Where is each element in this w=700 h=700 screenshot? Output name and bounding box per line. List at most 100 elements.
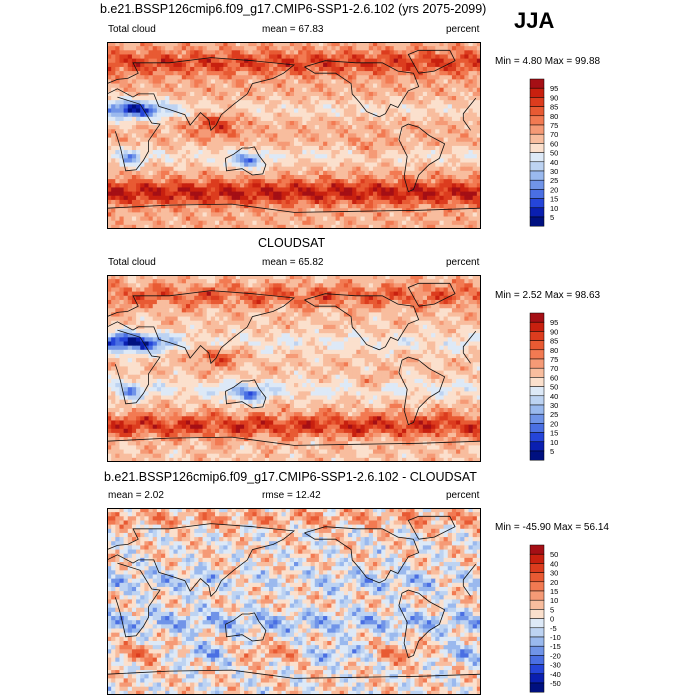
map-cell (198, 170, 203, 176)
map-cell (289, 150, 295, 155)
map-cell (269, 204, 274, 209)
map-cell (252, 216, 257, 222)
map-cell (360, 204, 366, 209)
map-cell (435, 283, 440, 288)
map-cell (343, 104, 349, 109)
map-cell (119, 275, 125, 280)
map-cell (294, 283, 299, 288)
map-cell (239, 62, 245, 68)
map-cell (431, 96, 436, 101)
map-cell (123, 108, 129, 114)
map-cell (339, 283, 345, 288)
map-cell (352, 46, 357, 51)
map-cell (210, 145, 216, 151)
map-cell (136, 66, 141, 72)
map-cell (219, 179, 224, 184)
map-cell (210, 125, 216, 130)
map-cell (368, 83, 374, 89)
map-cell (306, 145, 312, 151)
map-cell (343, 54, 349, 60)
map-cell (140, 108, 145, 114)
map-cell (335, 170, 341, 176)
map-cell (119, 75, 125, 80)
map-cell (248, 308, 253, 313)
map-cell (202, 104, 208, 109)
map-cell (140, 187, 145, 192)
map-cell (372, 96, 378, 101)
map-cell (302, 187, 307, 192)
map-cell (219, 224, 224, 229)
map-cell (161, 71, 166, 76)
map-cell (231, 112, 237, 118)
map-cell (269, 279, 274, 284)
map-cell (173, 42, 179, 47)
map-cell (294, 66, 299, 72)
map-cell (472, 58, 478, 64)
map-cell (306, 199, 312, 205)
map-cell (119, 304, 125, 309)
map-cell (294, 96, 299, 101)
map-cell (422, 129, 428, 134)
map-cell (140, 279, 145, 284)
map-cell (115, 125, 120, 130)
map-cell (256, 183, 262, 188)
map-cell (318, 199, 324, 205)
map-cell (314, 79, 320, 84)
map-cell (123, 104, 129, 109)
map-cell (439, 42, 444, 47)
map-cell (140, 275, 145, 280)
map-cell (165, 112, 170, 118)
map-cell (269, 112, 274, 118)
map-cell (156, 141, 162, 147)
map-cell (260, 137, 266, 143)
map-cell (169, 129, 174, 134)
map-cell (464, 174, 469, 180)
map-cell (264, 283, 270, 288)
map-cell (111, 58, 116, 64)
map-cell (231, 104, 237, 109)
map-cell (190, 199, 195, 205)
map-cell (244, 162, 249, 168)
map-cell (111, 204, 116, 209)
map-cell (281, 220, 287, 226)
map-cell (111, 308, 116, 313)
map-cell (381, 83, 386, 89)
map-cell (165, 283, 170, 288)
map-cell (422, 91, 428, 97)
map-cell (306, 108, 312, 114)
map-cell (215, 75, 220, 80)
map-cell (239, 100, 245, 105)
map-cell (140, 212, 145, 217)
map-cell (348, 96, 353, 101)
map-cell (111, 158, 116, 163)
map-cell (335, 287, 341, 293)
map-cell (281, 79, 287, 84)
map-cell (352, 216, 357, 222)
map-cell (206, 150, 212, 155)
map-cell (107, 125, 112, 130)
map-cell (260, 150, 266, 155)
map-cell (223, 187, 228, 192)
map-cell (219, 125, 224, 130)
map-cell (439, 308, 444, 313)
map-cell (310, 283, 316, 288)
map-cell (464, 137, 469, 143)
map-cell (239, 87, 245, 93)
map-cell (306, 133, 312, 138)
map-cell (244, 174, 249, 180)
map-cell (194, 212, 199, 217)
map-cell (273, 191, 278, 197)
map-cell (318, 158, 324, 163)
map-cell (339, 87, 345, 93)
map-cell (456, 220, 461, 226)
map-cell (460, 54, 465, 60)
map-cell (310, 54, 316, 60)
map-cell (119, 183, 125, 188)
map-cell (206, 287, 212, 293)
map-cell (248, 283, 253, 288)
map-cell (210, 179, 216, 184)
map-cell (397, 187, 403, 192)
map-cell (435, 116, 440, 122)
map-cell (422, 50, 428, 55)
map-cell (314, 66, 320, 72)
